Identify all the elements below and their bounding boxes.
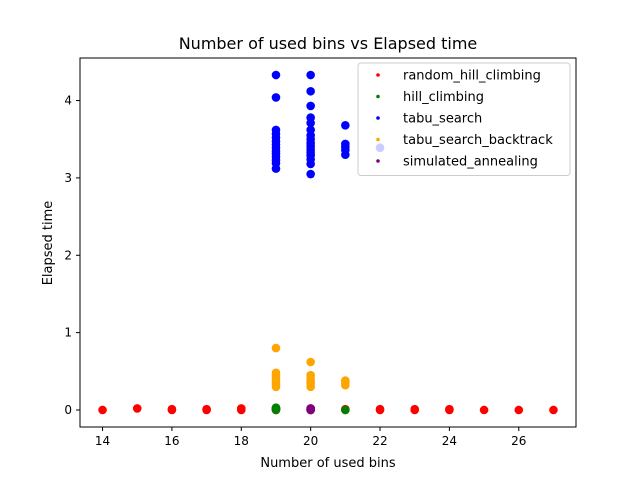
data-point-simulated-annealing	[306, 404, 315, 413]
data-point-random-hill-climbing	[514, 405, 524, 415]
y-axis-label: Elapsed time	[41, 201, 56, 286]
data-point-random-hill-climbing	[410, 404, 420, 414]
data-point-tabu-search-backtrack	[271, 382, 281, 392]
data-point-random-hill-climbing	[236, 404, 246, 413]
data-point-random-hill-climbing	[98, 405, 107, 415]
plot-frame	[79, 57, 577, 428]
y-tick-label: 4	[64, 94, 72, 108]
y-tick-label: 3	[64, 171, 72, 185]
data-point-tabu-search-backtrack	[341, 380, 350, 390]
legend-marker	[376, 73, 380, 77]
y-axis-ticks: 0 1 2 3 4	[64, 94, 80, 417]
x-tick-label: 22	[372, 434, 387, 448]
data-point-tabu-search	[271, 93, 281, 102]
data-point-random-hill-climbing	[549, 405, 558, 415]
legend-label: tabu_search	[403, 112, 482, 127]
data-point-tabu-search	[306, 86, 315, 96]
x-tick-label: 16	[164, 434, 179, 448]
data-point-tabu-search	[271, 164, 281, 173]
legend-label: random_hill_climbing	[403, 69, 541, 84]
data-point-tabu-search-backtrack	[306, 357, 315, 367]
data-point-tabu-search	[341, 121, 350, 130]
legend-marker	[376, 116, 380, 120]
data-point-tabu-search	[271, 70, 281, 80]
y-tick-label: 2	[64, 248, 72, 262]
data-point-random-hill-climbing	[375, 404, 385, 414]
data-point-random-hill-climbing	[445, 404, 454, 414]
y-tick-label: 0	[64, 403, 72, 417]
data-point-random-hill-climbing	[167, 405, 177, 415]
data-point-tabu-search-backtrack	[271, 343, 281, 353]
x-axis-label: Number of used bins	[260, 456, 396, 471]
data-point-tabu-search	[306, 159, 315, 169]
data-point-hill-climbing	[271, 403, 281, 412]
data-point-random-hill-climbing	[132, 404, 142, 413]
x-tick-label: 14	[95, 434, 110, 448]
data-point-random-hill-climbing	[479, 405, 489, 415]
legend-label: simulated_annealing	[403, 155, 538, 170]
legend-box	[357, 62, 571, 176]
y-tick-label: 1	[64, 326, 72, 340]
data-point-tabu-search	[306, 101, 315, 111]
x-axis-ticks: 14 16 18 20 22 24 26	[95, 427, 526, 448]
legend-label: tabu_search_backtrack	[403, 133, 553, 148]
legend: random_hill_climbing hill_climbing tabu_se…	[357, 62, 571, 176]
chart-title: Number of used bins vs Elapsed time	[179, 34, 478, 53]
legend-marker	[376, 159, 380, 163]
x-tick-label: 20	[303, 434, 318, 448]
data-point-tabu-search	[306, 70, 315, 80]
x-tick-label: 24	[442, 434, 457, 448]
legend-label: hill_climbing	[403, 90, 484, 105]
legend-marker	[376, 137, 380, 142]
data-point-tabu-search	[341, 150, 350, 159]
data-point-tabu-search	[306, 118, 315, 128]
data-point-tabu-search	[306, 169, 315, 179]
data-point-hill-climbing	[341, 405, 350, 415]
legend-marker	[376, 94, 380, 99]
data-point-random-hill-climbing	[202, 404, 211, 414]
x-tick-label: 18	[234, 434, 249, 448]
x-tick-label: 26	[511, 434, 526, 448]
data-point-tabu-search-backtrack	[306, 382, 315, 392]
